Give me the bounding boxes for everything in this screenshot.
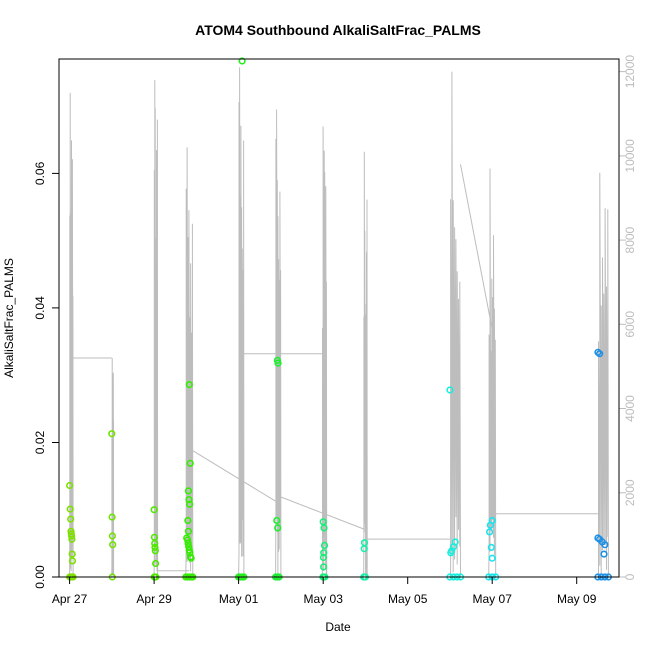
y2-tick-label-3: 4000 [623,395,637,422]
data-point-2-4 [109,541,117,549]
axes: Apr 27 Apr 29 May 01 May 03 May 05 May 07 May … [33,55,637,606]
plot-frame [58,58,620,578]
data-point-4-4 [185,496,193,504]
data-point-3-3 [151,539,159,548]
data-point-6-2 [274,359,282,367]
x-tick-label-3: May 01 [219,592,259,606]
altitude-transit-8 [460,164,493,330]
data-point-4-14 [184,516,192,525]
data-point-4-13 [187,554,195,562]
x-tick-label-5: May 05 [388,592,428,606]
data-point-7-2 [320,524,328,532]
y2-tick-label-1: 0 [623,573,637,580]
data-point-1-9 [68,557,77,565]
altitude-transit-4 [192,450,276,502]
data-point-11-2 [595,350,604,358]
data-point-10-2 [486,521,495,529]
data-point-10-4 [487,543,495,552]
data-point-9-5 [447,549,455,557]
data-point-4-1 [185,381,193,389]
data-point-9-1 [446,386,454,394]
y2-tick-label-5: 8000 [623,226,637,253]
data-point-1-7 [68,535,76,543]
data-point-6-4 [274,524,282,532]
altitude-flight-4 [185,147,194,578]
data-point-11-7 [600,550,608,558]
y-tick-label-2: 0.02 [33,430,47,454]
data-point-11-6 [601,541,609,549]
altitude-flight-9 [449,71,461,578]
x-axis-label: Date [325,620,351,634]
altitude-flight-1 [69,92,74,578]
data-point-7-5 [319,553,328,562]
altitude-flight-3 [153,80,159,578]
data-point-5-1 [238,57,246,65]
data-point-3-4 [151,543,159,552]
data-point-4-7 [184,536,192,544]
data-point-7-6 [320,563,328,571]
data-point-4-3 [184,487,192,495]
data-point-1-6 [67,532,76,540]
data-point-2-1 [108,430,116,438]
data-point-3-6 [152,559,160,568]
data-point-4-2 [186,459,194,467]
data-point-1-1 [65,481,74,490]
altitude-track [69,67,609,578]
altitude-flight-11 [597,172,609,578]
data-point-7-4 [320,549,328,557]
altitude-transit-6 [280,496,364,530]
altitude-flight-10 [488,168,497,578]
x-tick-label-6: May 07 [473,592,513,606]
y2-tick-label-6: 10000 [623,139,637,173]
x-tick-label-2: Apr 29 [136,592,172,606]
y2-tick-label-2: 2000 [623,479,637,506]
data-point-7-3 [320,541,329,550]
data-point-10-5 [488,554,496,562]
altitude-flight-6 [275,109,282,578]
data-point-8-2 [360,545,368,553]
data-point-2-3 [108,532,116,540]
data-point-1-2 [66,505,74,513]
data-point-3-1 [150,506,158,514]
y-axis-label: AlkaliSaltFrac_PALMS [2,258,16,378]
data-point-4-15 [184,527,192,535]
data-points [65,57,613,581]
altitude-flight-5 [238,67,245,578]
x-tick-label-7: May 09 [557,592,597,606]
altitude-flight-7 [321,126,328,578]
altitude-flight-8 [363,151,368,578]
data-point-4-5 [186,500,194,508]
y-tick-label-3: 0.04 [33,296,47,320]
x-tick-label-1: Apr 27 [52,592,88,606]
y-tick-label-4: 0.06 [33,161,47,185]
data-point-6-3 [273,516,281,525]
y2-tick-label-4: 6000 [623,311,637,338]
data-point-4-8 [184,539,192,548]
chart-title: ATOM4 Southbound AlkaliSaltFrac_PALMS [195,22,481,38]
data-point-1-8 [68,550,76,558]
data-point-1-4 [67,527,75,535]
y-tick-label-1: 0.00 [33,565,47,589]
data-point-2-2 [108,513,116,521]
data-point-10-3 [486,528,494,536]
altitude-flight-2 [111,357,115,578]
data-point-1-3 [67,515,75,523]
data-point-3-5 [151,547,159,555]
y2-tick-label-7: 12000 [623,55,637,89]
x-tick-label-4: May 03 [304,592,344,606]
